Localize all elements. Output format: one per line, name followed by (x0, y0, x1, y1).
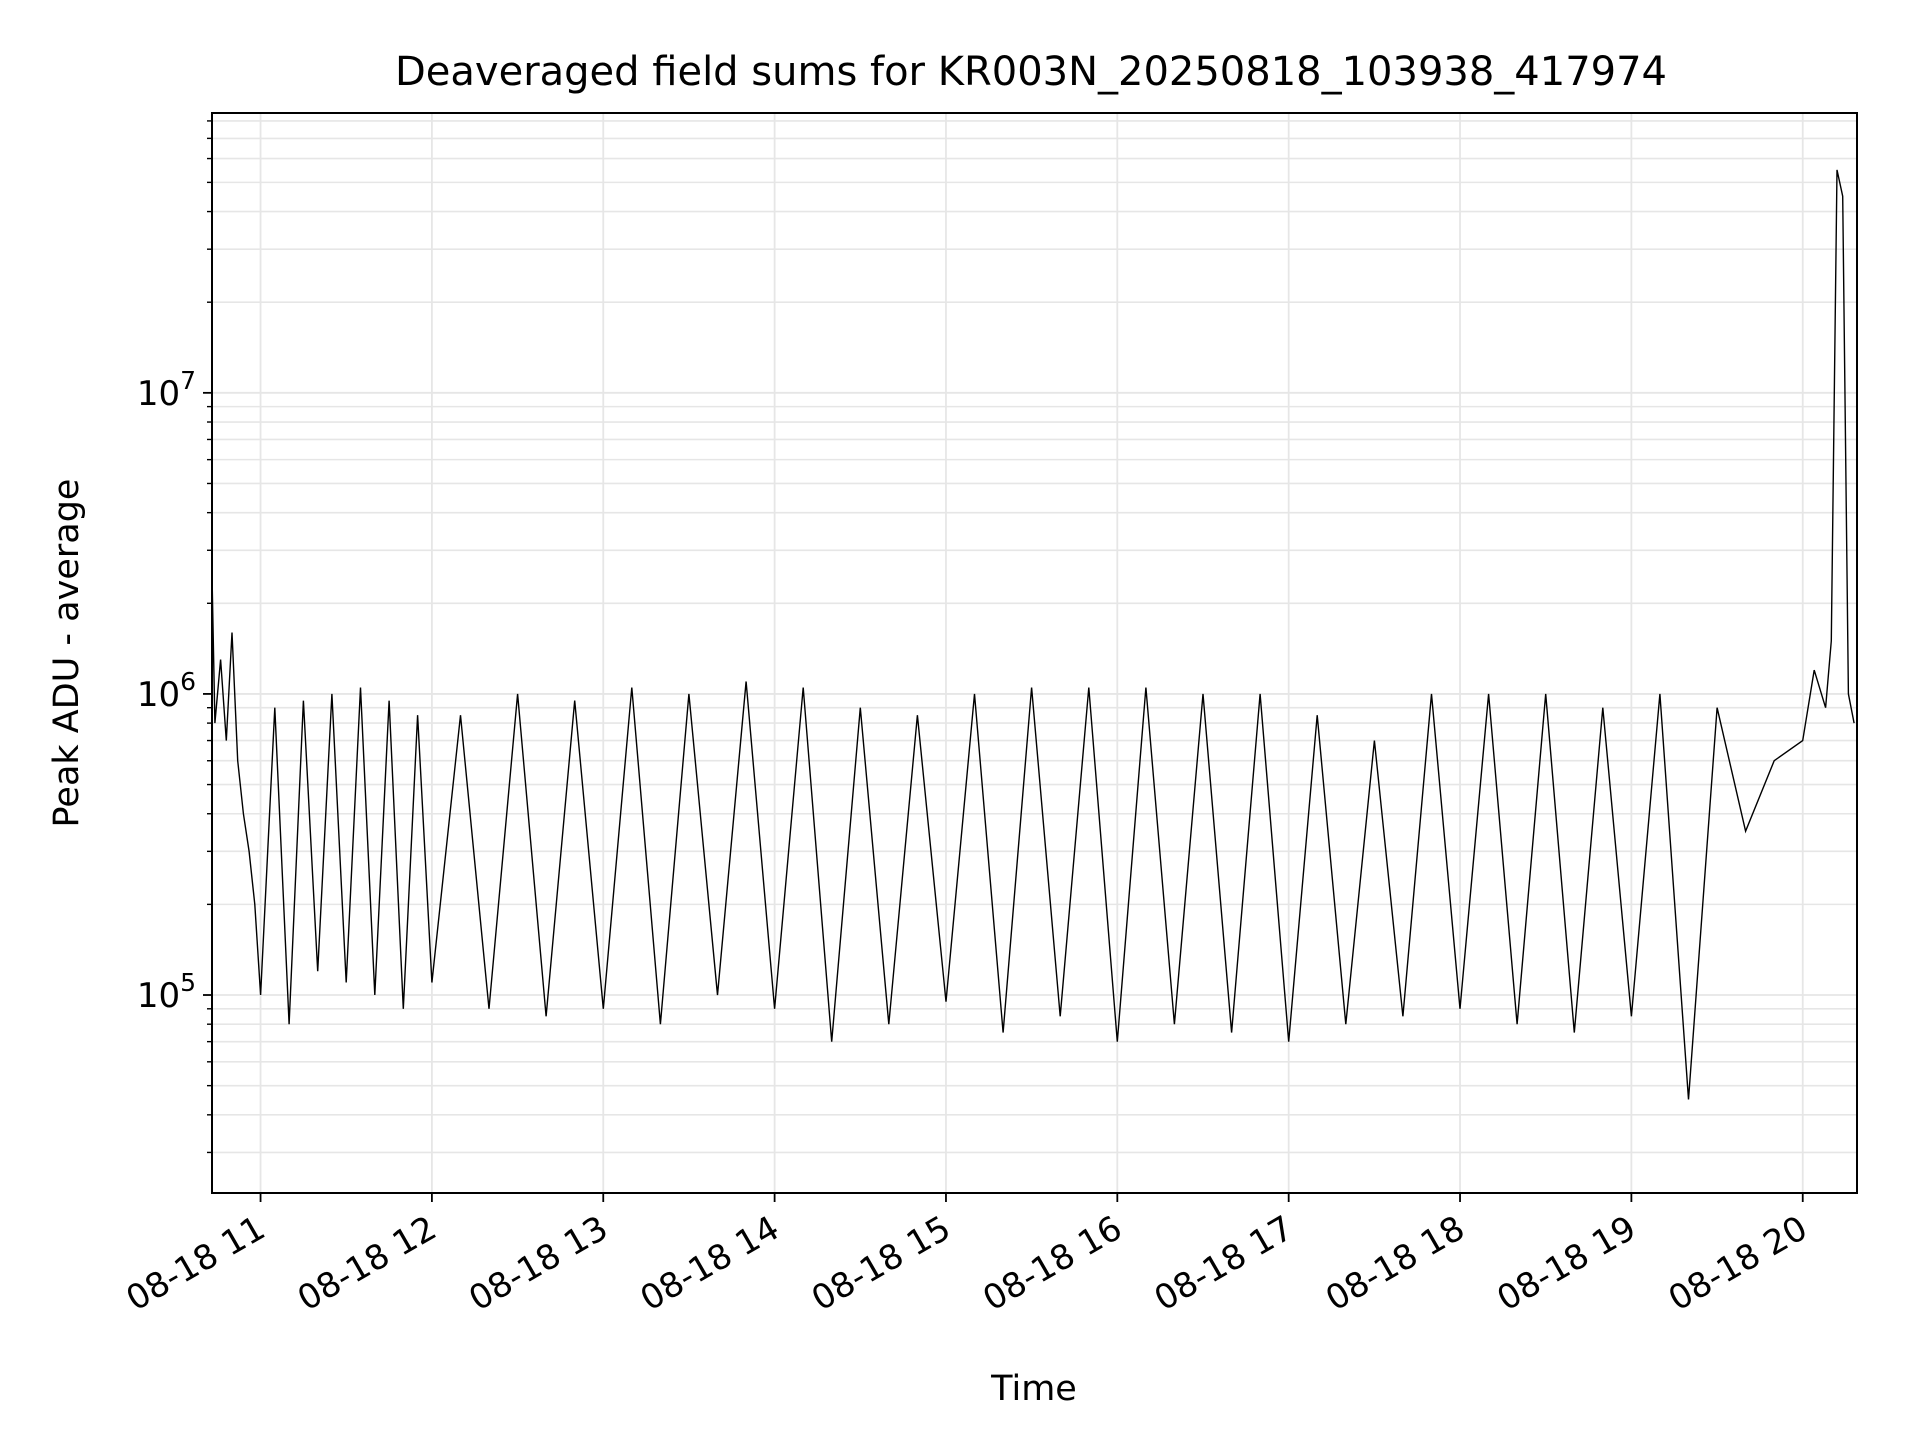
series-layer (211, 169, 1855, 1100)
y-tick-label: 106 (137, 667, 196, 715)
series-line-0 (211, 169, 1855, 1100)
chart-title: Deaveraged field sums for KR003N_2025081… (395, 49, 1667, 95)
plot-frame (211, 112, 1858, 1194)
y-tick-label: 105 (137, 968, 196, 1016)
y-tick-label: 107 (137, 366, 196, 414)
grid-layer (212, 113, 1857, 1193)
y-axis-label: Peak ADU - average (47, 479, 87, 828)
x-axis-label: Time (990, 1369, 1077, 1409)
